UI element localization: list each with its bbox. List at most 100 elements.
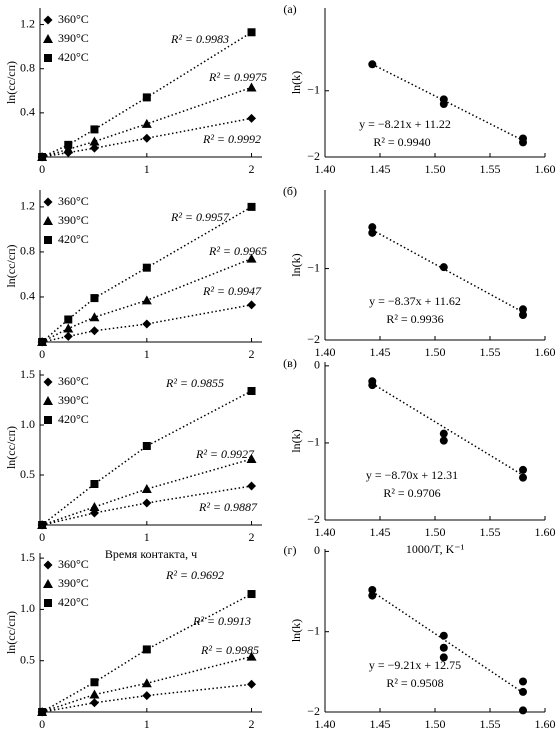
y-tick-label: 0 <box>314 543 320 557</box>
x-tick-label: 1.60 <box>535 717 556 730</box>
marker <box>519 465 527 474</box>
y-tick-label: 1.5 <box>20 367 35 381</box>
marker <box>43 377 53 387</box>
marker <box>44 54 52 62</box>
x-tick-label: 2 <box>249 717 255 730</box>
trendline <box>371 229 524 313</box>
r2-annotation: R² = 0.9927 <box>195 447 255 461</box>
marker <box>439 631 448 640</box>
y-tick-label: −1 <box>307 623 320 637</box>
r2-annotation: R² = 0.9992 <box>202 132 261 146</box>
legend-label: 360°C <box>58 374 89 388</box>
marker <box>63 323 74 333</box>
marker <box>90 480 99 488</box>
marker <box>519 311 527 319</box>
x-tick-label: 1.40 <box>315 525 336 539</box>
x-tick-label: 1.45 <box>370 717 391 730</box>
marker <box>439 429 448 438</box>
marker <box>519 687 527 696</box>
legend-label: 390°C <box>58 31 89 45</box>
x-tick-label: 0 <box>39 717 45 730</box>
series-line <box>41 485 252 526</box>
y-tick-label: 0.8 <box>20 60 35 74</box>
marker <box>43 216 53 225</box>
fit-annotation: R² = 0.9936 <box>386 312 443 326</box>
fit-annotation: y = −8.70x + 12.31 <box>366 468 458 482</box>
y-tick-label: 1.0 <box>20 417 35 431</box>
x-tick-label: 1 <box>144 162 150 176</box>
y-axis-label: ln(k) <box>289 429 303 452</box>
marker <box>89 143 99 153</box>
marker <box>64 140 73 149</box>
marker <box>246 82 257 92</box>
marker <box>368 60 377 69</box>
y-axis-label: ln(cс/cп) <box>4 61 18 104</box>
marker <box>43 34 53 43</box>
r2-annotation: R² = 0.9965 <box>208 244 267 258</box>
marker <box>89 136 100 146</box>
marker <box>141 118 152 128</box>
marker <box>63 331 73 341</box>
marker <box>43 197 53 207</box>
marker <box>141 484 152 493</box>
marker <box>519 305 527 314</box>
marker <box>247 28 256 37</box>
x-tick-label: 1.40 <box>315 345 336 359</box>
y-axis-label: ln(cс/cп) <box>4 611 18 654</box>
marker <box>44 236 52 244</box>
y-tick-label: −1 <box>307 83 320 97</box>
x-tick-label: 1.55 <box>480 162 501 176</box>
x-tick-label: 1 <box>144 347 150 361</box>
y-axis-label: ln(cс/cп) <box>4 244 18 287</box>
marker <box>38 521 47 529</box>
legend-label: 420°C <box>58 595 89 609</box>
x-tick-label: 1.45 <box>370 162 391 176</box>
marker <box>142 263 151 272</box>
marker <box>90 294 99 303</box>
series-line <box>41 458 252 526</box>
x-tick-label: 1.60 <box>535 162 556 176</box>
marker <box>247 300 257 310</box>
marker <box>519 677 527 686</box>
r2-annotation: R² = 0.9985 <box>200 643 259 657</box>
x-tick-label: 1.50 <box>425 345 446 359</box>
marker <box>43 560 53 570</box>
marker <box>38 153 47 161</box>
marker <box>247 590 256 599</box>
legend-label: 390°C <box>58 393 89 407</box>
legend-label: 420°C <box>58 232 89 246</box>
x-tick-label: 0 <box>39 530 45 544</box>
x-axis-label: 1000/T, K⁻¹ <box>406 542 465 556</box>
y-axis-label: ln(k) <box>289 619 303 642</box>
marker <box>247 481 257 491</box>
marker <box>247 113 257 123</box>
marker <box>246 253 257 263</box>
marker <box>246 454 257 463</box>
y-tick-label: 1.5 <box>20 550 35 564</box>
x-tick-label: 0 <box>39 347 45 361</box>
marker <box>247 202 256 211</box>
r2-annotation: R² = 0.9887 <box>198 500 258 514</box>
y-tick-label: 1.0 <box>20 601 35 615</box>
fit-annotation: y = −9.21x + 12.75 <box>369 658 461 672</box>
marker <box>519 473 527 482</box>
x-tick-label: 0 <box>39 162 45 176</box>
x-tick-label: 1.40 <box>315 162 336 176</box>
x-tick-label: 2 <box>249 162 255 176</box>
legend-label: 360°C <box>58 194 89 208</box>
marker <box>368 585 377 594</box>
marker <box>142 133 152 143</box>
y-tick-label: −2 <box>307 149 320 163</box>
marker <box>439 100 448 109</box>
marker <box>89 326 99 336</box>
marker <box>141 295 152 305</box>
panel-label: (г) <box>284 543 297 557</box>
marker <box>142 319 152 329</box>
marker <box>519 138 527 147</box>
marker <box>89 698 99 708</box>
x-tick-label: 2 <box>249 347 255 361</box>
legend-label: 360°C <box>58 557 89 571</box>
y-axis-label: ln(cс/cп) <box>4 426 18 469</box>
y-tick-label: −1 <box>307 260 320 274</box>
r2-annotation: R² = 0.9947 <box>202 284 262 298</box>
